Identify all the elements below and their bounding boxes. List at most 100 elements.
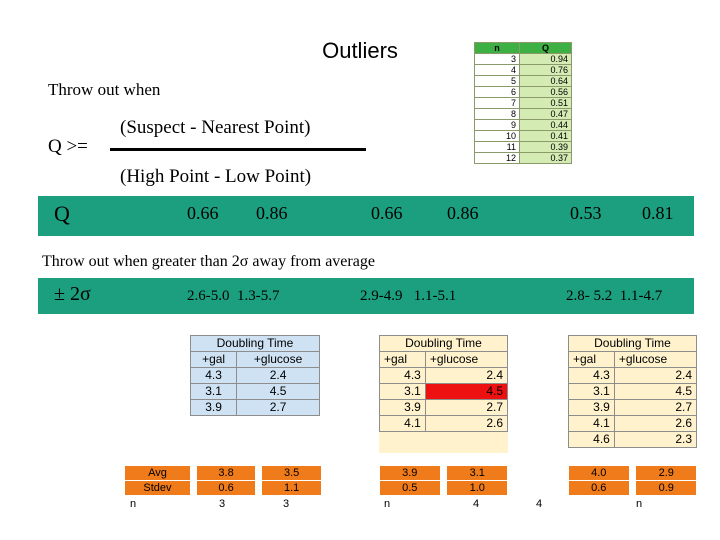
q-table-n: 8 [474,108,520,120]
spacer [439,480,448,496]
q-table-n: 9 [474,119,520,131]
q-table-q: 0.56 [519,86,572,98]
q-table-n: 6 [474,86,520,98]
q-table-q: 0.47 [519,108,572,120]
q-formula-numerator: (Suspect - Nearest Point) [120,117,311,138]
spacer [628,480,637,496]
table-cell: 2.4 [613,367,698,384]
n-label: n [130,498,137,510]
table-cell: 4.3 [379,367,426,384]
n-value: 4 [536,498,543,510]
q-table-q: 0.94 [519,53,572,65]
q-table-row: 7 0.51 [474,97,572,109]
q-table-n: 11 [474,141,520,153]
table-cell: 2.7 [236,399,320,416]
q-table-n: 5 [474,75,520,87]
q-value: 0.66 [187,203,219,223]
doubling-time-table-1: Doubling Time +gal +glucose 4.3 2.4 3.1 4.5… [189,335,320,416]
table-row: 3.1 4.5 [379,383,509,400]
q-table-row: 11 0.39 [474,141,572,153]
q-table-row: 6 0.56 [474,86,572,98]
q-table-row: 4 0.76 [474,64,572,76]
stats-table-1: Avg 3.8 3.5 Stdev 0.6 1.1 [124,465,322,496]
q-critical-values-table: n Q 3 0.94 4 0.76 5 0.64 6 0.56 7 0.51 8 0.47 … [474,42,572,164]
sigma-rule-text: Throw out when greater than 2σ away from… [42,253,375,270]
doubling-time-table-2: Doubling Time +gal +glucose 4.3 2.4 3.1 4.5… [379,335,509,432]
table-cell: 2.6 [424,415,509,432]
table-cell: 4.3 [568,367,615,384]
column-header-glucose: +glucose [236,351,320,368]
table-row: 3.9 2.7 [189,399,320,416]
column-header-gal: +gal [379,351,426,368]
q-table-q: 0.51 [519,97,572,109]
avg-value: 4.0 [568,465,630,481]
table-row: 4.1 2.6 [568,415,698,432]
table-cell: 3.1 [379,383,426,400]
table-cell: 3.1 [189,383,238,400]
page-title: Outliers [322,38,398,63]
doubling-time-table-3: Doubling Time +gal +glucose 4.3 2.4 3.1 4.5… [568,335,698,448]
q-value: 0.66 [371,203,403,223]
stdev-value: 0.9 [635,480,697,496]
q-table-q: 0.37 [519,152,572,164]
avg-value: 3.9 [379,465,441,481]
table-cell: 4.5 [613,383,698,400]
stdev-value: 1.0 [446,480,508,496]
stdev-value: 1.1 [261,480,322,496]
column-header-glucose: +glucose [424,351,509,368]
table-row: 4.3 2.4 [379,367,509,384]
q-table-n: 12 [474,152,520,164]
table-row: 4.1 2.6 [379,415,509,432]
table-cell: 2.3 [613,431,698,448]
n-label: n [636,498,643,510]
table-row: 4.3 2.4 [568,367,698,384]
table-cell: 3.9 [568,399,615,416]
q-table-q: 0.39 [519,141,572,153]
column-header-glucose: +glucose [613,351,698,368]
spacer [439,465,448,481]
stats-table-2: 3.9 3.1 0.5 1.0 [379,465,508,496]
avg-value: 3.5 [261,465,322,481]
avg-label: Avg [124,465,191,481]
q-table-n: 10 [474,130,520,142]
n-value: 3 [283,498,290,510]
stdev-value: 0.5 [379,480,441,496]
table-row: 3.9 2.7 [379,399,509,416]
sigma-row-label: ± 2σ [54,283,91,305]
table-row: 4.6 2.3 [568,431,698,448]
n-value: 4 [473,498,480,510]
q-table-q: 0.64 [519,75,572,87]
q-value: 0.53 [570,203,602,223]
sigma-range: 2.6-5.0 1.3-5.7 [187,288,280,304]
fraction-bar [110,148,366,151]
sigma-range: 2.9-4.9 1.1-5.1 [360,288,457,304]
q-value: 0.86 [447,203,479,223]
table-row: 3.9 2.7 [568,399,698,416]
table-caption: Doubling Time [568,335,697,352]
stats-table-3: 4.0 2.9 0.6 0.9 [568,465,697,496]
q-value: 0.86 [256,203,288,223]
throw-out-when-label: Throw out when [48,80,161,99]
avg-value: 3.8 [195,465,257,481]
q-table-row: 8 0.47 [474,108,572,120]
table-caption: Doubling Time [190,335,320,352]
table-row: 3.1 4.5 [189,383,320,400]
stdev-label: Stdev [124,480,191,496]
q-formula-lhs: Q >= [48,136,88,157]
avg-value: 3.1 [446,465,508,481]
column-header-gal: +gal [568,351,615,368]
q-table-row: 12 0.37 [474,152,572,164]
q-table-row: 3 0.94 [474,53,572,65]
column-header-gal: +gal [189,351,238,368]
table-cell: 2.6 [613,415,698,432]
table-cell: 4.1 [568,415,615,432]
n-value: 3 [219,498,226,510]
q-row-label: Q [54,201,70,226]
table-cell: 4.1 [379,415,426,432]
table-cell: 3.1 [568,383,615,400]
q-table-n: 3 [474,53,520,65]
table-cell: 2.7 [424,399,509,416]
table-cell: 3.9 [189,399,238,416]
stdev-value: 0.6 [195,480,257,496]
table-cell: 2.4 [424,367,509,384]
